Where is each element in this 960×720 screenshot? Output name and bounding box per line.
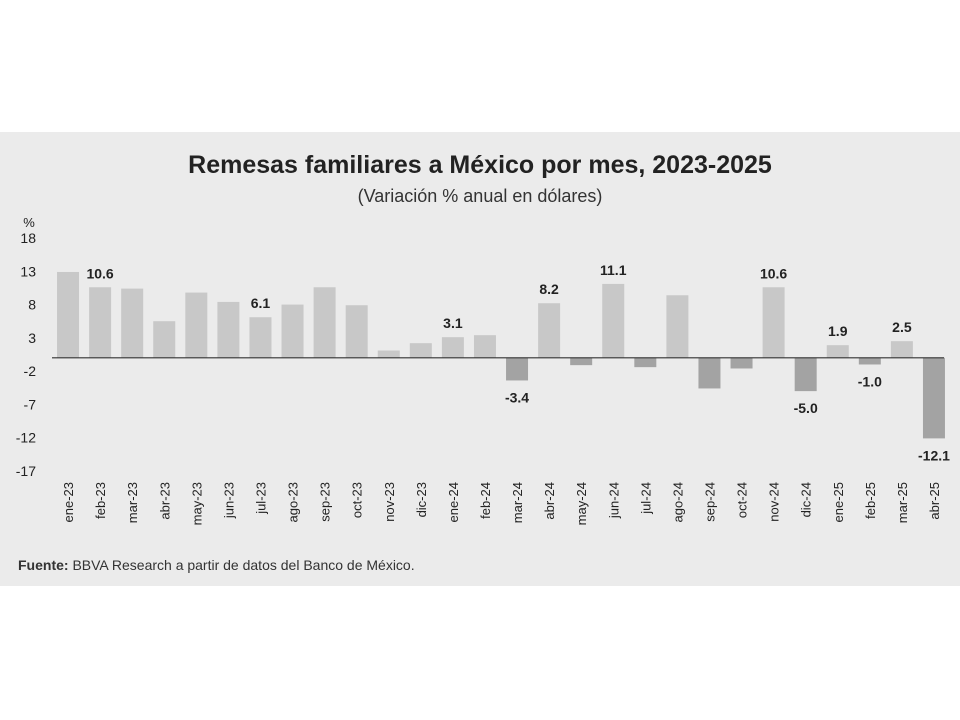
data-label: -12.1	[918, 447, 950, 463]
bar	[794, 357, 817, 392]
x-tick-label: abr-25	[927, 482, 942, 520]
data-label: 10.6	[760, 265, 787, 281]
x-tick-label: dic-24	[799, 482, 814, 517]
x-tick-label: nov-24	[767, 482, 782, 522]
bar	[185, 292, 208, 358]
x-tick-label: jul-23	[253, 482, 268, 515]
x-tick-label: feb-25	[863, 482, 878, 519]
x-tick-label: jun-24	[606, 482, 621, 519]
x-tick-label: jul-24	[638, 482, 653, 515]
x-tick-label: ago-23	[286, 482, 301, 522]
bar	[634, 357, 657, 368]
data-label: 2.5	[892, 319, 912, 335]
x-tick-label: oct-24	[735, 482, 750, 518]
bar	[698, 357, 721, 389]
bar	[922, 357, 945, 439]
bar	[602, 283, 625, 358]
bar	[666, 295, 689, 358]
bar	[538, 303, 561, 358]
data-label: -1.0	[858, 373, 882, 389]
x-tick-label: may-24	[574, 482, 589, 525]
bar	[441, 337, 464, 358]
y-tick-label: 18	[20, 230, 36, 246]
x-tick-label: may-23	[189, 482, 204, 525]
y-tick-label: -17	[16, 463, 36, 479]
data-label: 3.1	[443, 315, 463, 331]
bar	[506, 357, 529, 381]
source-note: Fuente: BBVA Research a partir de datos …	[18, 557, 415, 573]
bar	[313, 287, 336, 358]
data-label: 11.1	[600, 262, 627, 278]
x-tick-label: mar-23	[125, 482, 140, 523]
y-tick-label: 13	[20, 263, 36, 279]
bar	[762, 287, 785, 358]
y-tick-label: 8	[28, 297, 36, 313]
x-tick-label: sep-23	[318, 482, 333, 522]
x-tick-label: feb-24	[478, 482, 493, 519]
x-tick-label: mar-25	[895, 482, 910, 523]
bar	[890, 341, 913, 358]
x-tick-label: ene-24	[446, 482, 461, 522]
bar	[858, 357, 881, 365]
bar	[281, 304, 304, 358]
bar	[409, 343, 432, 358]
bar	[570, 357, 593, 366]
x-tick-label: ene-25	[831, 482, 846, 522]
bar	[377, 350, 400, 358]
x-tick-label: jun-23	[221, 482, 236, 519]
bar	[345, 305, 368, 358]
bar	[826, 345, 849, 358]
data-label: 10.6	[86, 265, 113, 281]
x-tick-label: abr-23	[157, 482, 172, 520]
x-tick-label: nov-23	[382, 482, 397, 522]
x-tick-label: dic-23	[414, 482, 429, 517]
y-tick-label: -7	[24, 396, 37, 412]
data-label: 1.9	[828, 323, 848, 339]
bar	[89, 287, 112, 358]
x-tick-label: abr-24	[542, 482, 557, 520]
bar	[121, 288, 144, 358]
y-axis-unit: %	[23, 215, 35, 230]
data-label: -3.4	[505, 389, 529, 405]
chart-subtitle: (Variación % anual en dólares)	[357, 186, 603, 206]
data-label: -5.0	[794, 400, 818, 416]
bar	[217, 301, 240, 358]
source-text: BBVA Research a partir de datos del Banc…	[68, 557, 415, 573]
bar	[473, 335, 496, 358]
x-tick-label: feb-23	[93, 482, 108, 519]
bar	[57, 271, 80, 358]
data-label: 6.1	[251, 295, 271, 311]
x-tick-label: oct-23	[350, 482, 365, 518]
x-tick-label: mar-24	[510, 482, 525, 523]
x-tick-label: sep-24	[702, 482, 717, 522]
y-tick-label: -12	[16, 430, 36, 446]
bar	[249, 317, 272, 358]
data-label: 8.2	[539, 281, 559, 297]
source-label: Fuente:	[18, 557, 69, 573]
x-tick-label: ago-24	[670, 482, 685, 522]
y-tick-label: -2	[24, 363, 37, 379]
x-tick-label: ene-23	[61, 482, 76, 522]
bar	[153, 321, 176, 358]
chart-title: Remesas familiares a México por mes, 202…	[188, 151, 772, 179]
y-tick-label: 3	[28, 330, 36, 346]
bar	[730, 357, 753, 369]
